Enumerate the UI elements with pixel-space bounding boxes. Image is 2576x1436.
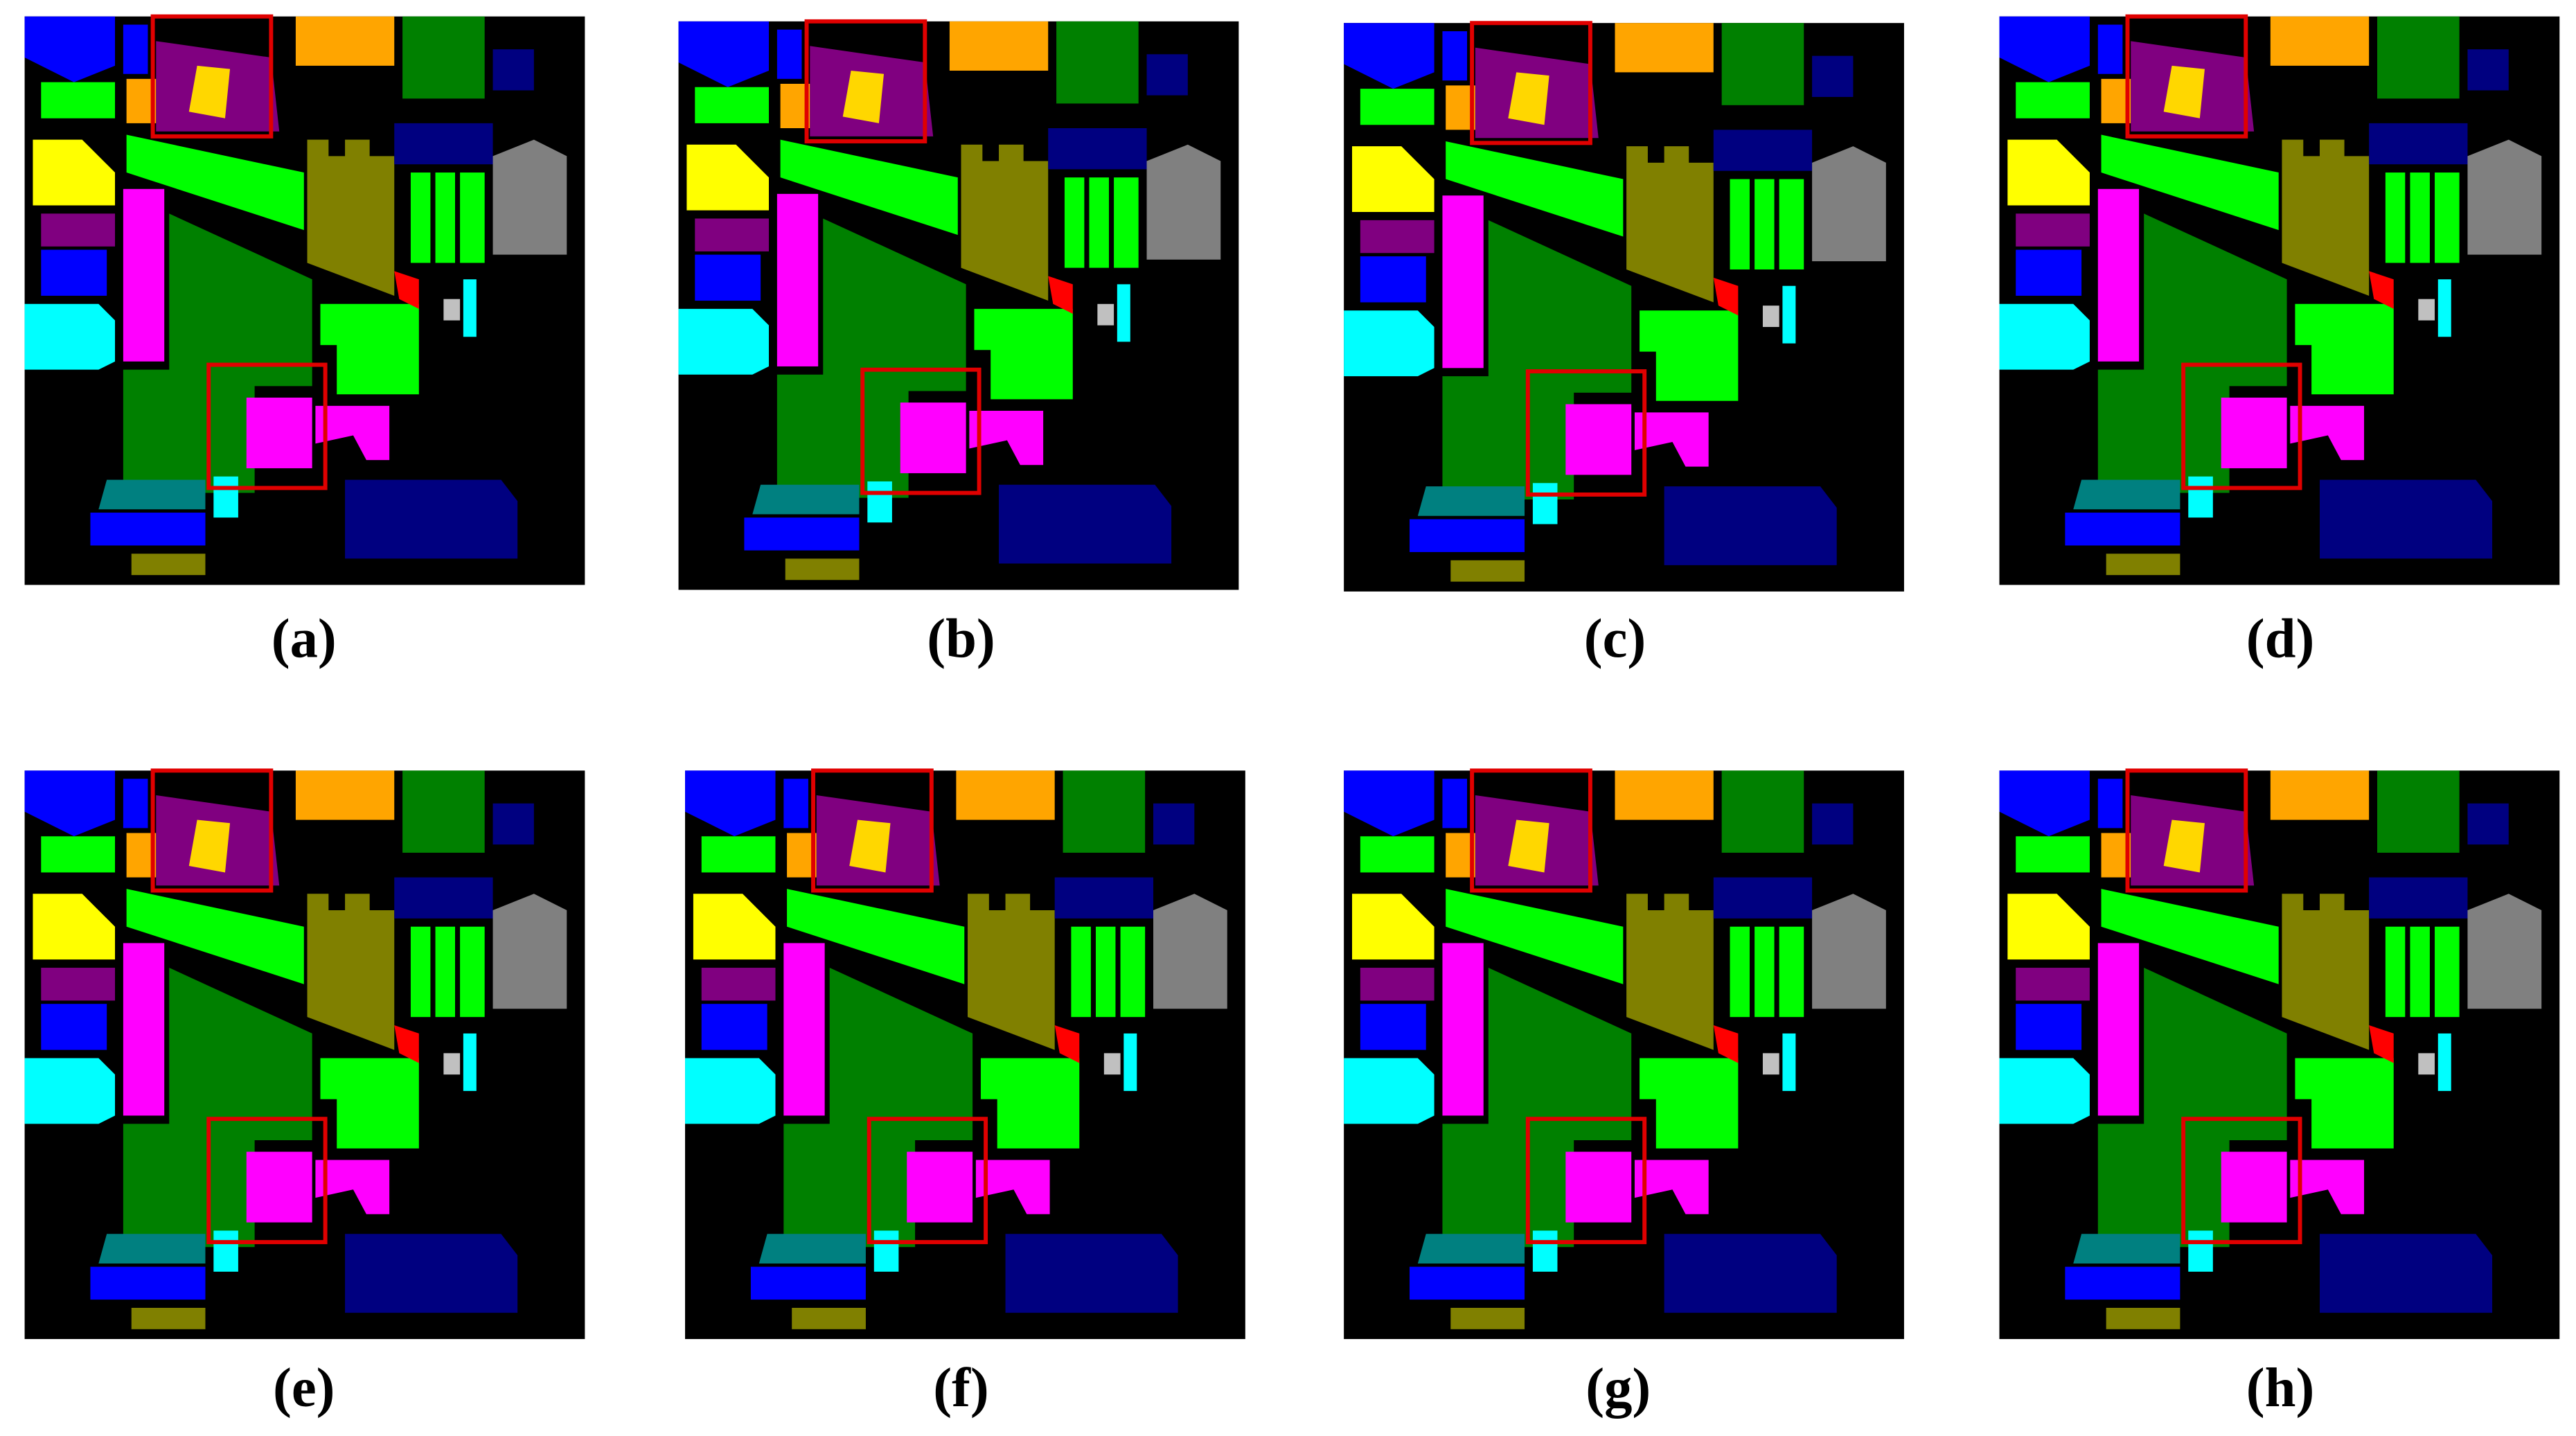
- classification-map: [679, 21, 1239, 590]
- classification-map: [1344, 770, 1904, 1339]
- panel-label: (h): [2246, 1357, 2315, 1419]
- classification-map: [25, 770, 585, 1339]
- classification-map: [1344, 23, 1904, 592]
- panel-label: (e): [273, 1357, 335, 1419]
- panel-label: (c): [1584, 608, 1646, 669]
- classification-map: [1999, 770, 2559, 1339]
- panel-label: (f): [933, 1357, 989, 1419]
- panel-label: (b): [927, 608, 995, 669]
- classification-map: [1999, 17, 2559, 585]
- panel-label: (d): [2246, 608, 2315, 669]
- classification-map: [685, 770, 1245, 1339]
- panel-label: (a): [272, 608, 337, 669]
- classification-map: [25, 17, 585, 585]
- panel-label: (g): [1585, 1357, 1651, 1419]
